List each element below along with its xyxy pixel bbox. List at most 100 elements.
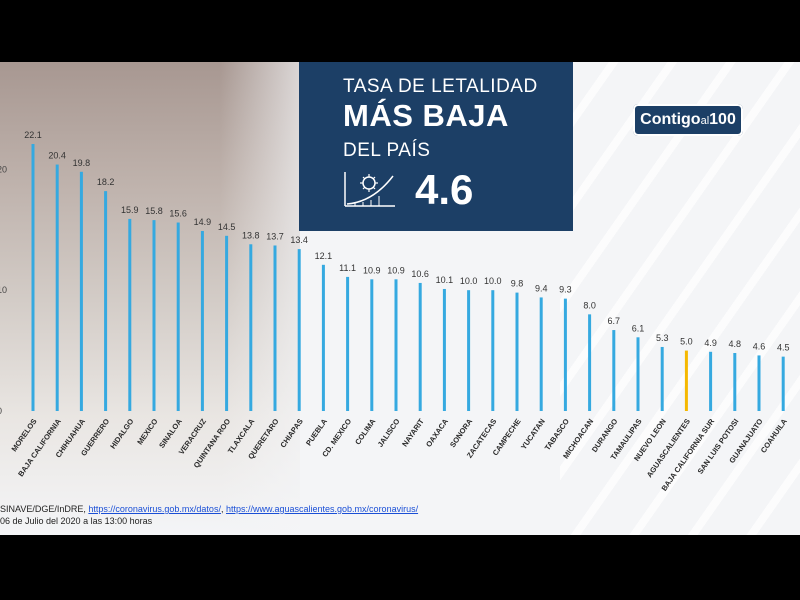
bar-value-label: 15.6 bbox=[169, 209, 187, 219]
title-value: 4.6 bbox=[415, 166, 474, 213]
bar-value-label: 12.1 bbox=[315, 251, 333, 261]
title-line-1: TASA DE LETALIDAD bbox=[343, 76, 538, 97]
bar-value-label: 22.1 bbox=[24, 130, 42, 140]
bar bbox=[588, 314, 592, 411]
bar-value-label: 8.0 bbox=[583, 300, 596, 310]
category-label: NAYARIT bbox=[400, 417, 426, 449]
bar bbox=[491, 290, 495, 411]
bar-value-label: 13.4 bbox=[290, 235, 308, 245]
bars bbox=[31, 144, 785, 411]
bar bbox=[31, 144, 35, 411]
source-line: SINAVE/DGE/InDRE, https://coronavirus.go… bbox=[0, 504, 418, 514]
bar bbox=[467, 290, 471, 411]
bar bbox=[733, 353, 737, 411]
bar-value-label: 15.9 bbox=[121, 205, 139, 215]
bar-value-label: 5.0 bbox=[680, 337, 693, 347]
category-label: OAXACA bbox=[424, 417, 450, 449]
bar-value-label: 10.9 bbox=[363, 265, 381, 275]
bar-value-label: 13.8 bbox=[242, 230, 260, 240]
bar bbox=[418, 282, 422, 411]
y-tick-label: 0 bbox=[0, 406, 2, 416]
bar bbox=[176, 222, 180, 411]
bar-value-label: 10.9 bbox=[387, 265, 405, 275]
value-labels: 22.1 20.4 19.8 18.2 15.9 15.8 15.6 14.9 14.5 13.8… bbox=[24, 130, 789, 353]
bar bbox=[539, 297, 543, 411]
lethality-bar-chart: 0 10 20 22.1 20.4 19.8 18.2 15.9 15.8 15.6 14.9 14… bbox=[0, 130, 790, 493]
bar bbox=[297, 249, 301, 411]
bar bbox=[563, 298, 567, 411]
y-axis: 0 10 20 bbox=[0, 164, 7, 416]
category-label: BAJA CALIFORNIA bbox=[16, 417, 63, 479]
bar-value-label: 13.7 bbox=[266, 231, 284, 241]
bar-value-label: 11.1 bbox=[339, 263, 356, 273]
bar-value-label: 20.4 bbox=[48, 151, 66, 161]
category-label: CHIAPAS bbox=[278, 417, 304, 449]
bar-value-label: 9.8 bbox=[511, 279, 524, 289]
category-label: SONORA bbox=[448, 417, 475, 450]
bar bbox=[152, 220, 156, 411]
bar bbox=[709, 351, 713, 411]
source-separator: , bbox=[220, 504, 224, 514]
virus-curve-icon bbox=[344, 172, 395, 207]
bar bbox=[128, 218, 132, 411]
bar-value-label: 9.3 bbox=[559, 285, 572, 295]
bar bbox=[515, 292, 519, 411]
bar-value-label: 18.2 bbox=[97, 177, 115, 187]
y-tick-label: 20 bbox=[0, 164, 7, 174]
bar-value-label: 4.8 bbox=[729, 339, 742, 349]
bar-value-label: 5.3 bbox=[656, 333, 669, 343]
bar-value-label: 4.9 bbox=[704, 338, 717, 348]
cutoff-date: 06 de Julio del 2020 a las 13:00 horas bbox=[0, 516, 153, 526]
logo-part-2: al bbox=[700, 115, 710, 127]
category-label: MEXICO bbox=[135, 417, 159, 447]
y-tick-label: 10 bbox=[0, 285, 7, 295]
bar-value-label: 14.9 bbox=[194, 217, 212, 227]
title-panel: TASA DE LETALIDAD MÁS BAJA DEL PAÍS 4.6 bbox=[299, 62, 573, 231]
bar-value-label: 15.8 bbox=[145, 206, 163, 216]
bar bbox=[781, 356, 785, 411]
bar-value-label: 14.5 bbox=[218, 222, 236, 232]
bar bbox=[200, 230, 204, 411]
bar bbox=[104, 191, 108, 411]
bar-value-label: 10.0 bbox=[484, 276, 502, 286]
bar-value-label: 10.1 bbox=[436, 275, 454, 285]
bar bbox=[660, 346, 664, 411]
bar bbox=[757, 355, 761, 411]
bar bbox=[273, 245, 277, 411]
bar-value-label: 6.7 bbox=[608, 316, 621, 326]
category-label: HIDALGO bbox=[108, 417, 135, 451]
logo-part-1: Contigo bbox=[640, 111, 701, 128]
bar bbox=[249, 244, 253, 411]
source-prefix: SINAVE/DGE/InDRE, bbox=[0, 504, 86, 514]
bar bbox=[225, 235, 229, 411]
bar bbox=[79, 171, 83, 411]
bar bbox=[684, 350, 688, 411]
contigo-al-100-logo: Contigoal100 bbox=[633, 104, 743, 136]
bar bbox=[612, 330, 616, 411]
bar-value-label: 4.6 bbox=[753, 341, 766, 351]
bar-value-label: 9.4 bbox=[535, 283, 548, 293]
bar bbox=[394, 279, 398, 411]
bar-value-label: 19.8 bbox=[73, 158, 91, 168]
bar-value-label: 4.5 bbox=[777, 343, 790, 353]
bar bbox=[442, 288, 446, 411]
bar-value-label: 10.0 bbox=[460, 276, 478, 286]
source-link-aguascalientes[interactable]: https://www.aguascalientes.gob.mx/corona… bbox=[225, 504, 419, 514]
bar bbox=[346, 276, 350, 411]
bar bbox=[321, 264, 325, 411]
bar bbox=[370, 279, 374, 411]
bar-value-label: 10.6 bbox=[411, 269, 429, 279]
title-line-3: DEL PAÍS bbox=[343, 140, 431, 161]
category-label: COLIMA bbox=[353, 417, 378, 447]
source-link-coronavirus[interactable]: https://coronavirus.gob.mx/datos/ bbox=[88, 504, 221, 514]
category-label: PUEBLA bbox=[304, 417, 329, 448]
logo-part-3: 100 bbox=[709, 111, 736, 128]
category-label: JALISCO bbox=[376, 417, 402, 449]
bar bbox=[55, 164, 59, 411]
title-line-2: MÁS BAJA bbox=[343, 98, 509, 133]
slide: 0 10 20 22.1 20.4 19.8 18.2 15.9 15.8 15.6 14.9 14… bbox=[0, 62, 800, 535]
background-stripes bbox=[560, 62, 800, 535]
bar bbox=[636, 337, 640, 411]
category-label: AGUASCALIENTES bbox=[645, 417, 692, 479]
